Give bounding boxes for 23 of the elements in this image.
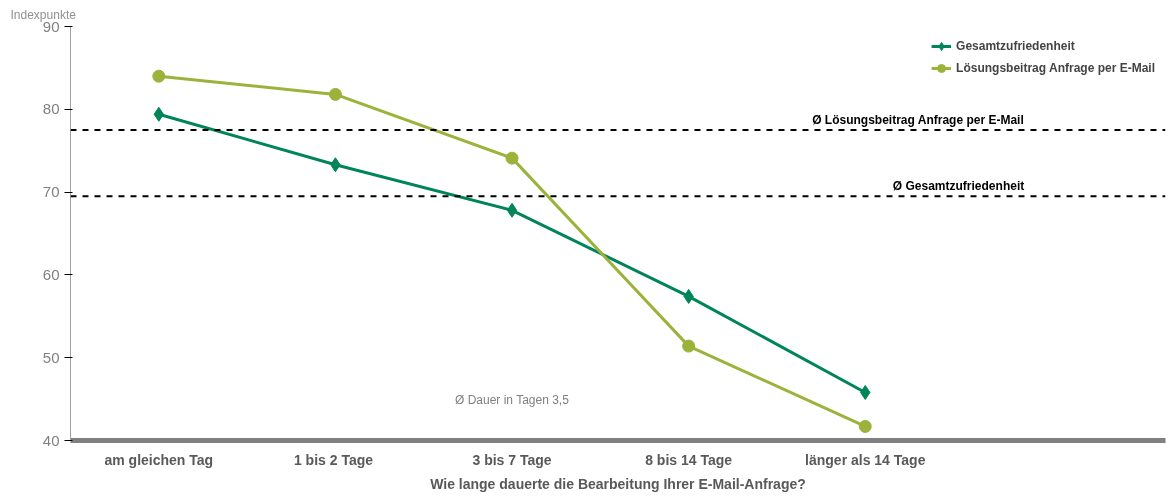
point (682, 339, 696, 353)
x-axis-title: Wie lange dauerte die Bearbeitung Ihrer E-Mail-Anfrage? (430, 475, 806, 492)
point (858, 419, 872, 433)
y-axis-title: Indexpunkte (10, 7, 77, 22)
y-tick-label: 80 (42, 100, 60, 118)
x-tick-label: länger als 14 Tage (805, 451, 926, 468)
x-tick-label: 8 bis 14 Tage (645, 451, 733, 468)
point (152, 69, 166, 83)
legend-label: Gesamtzufriedenheit (956, 39, 1075, 53)
point (328, 87, 342, 101)
y-tick-label: 40 (42, 431, 60, 449)
point (505, 151, 519, 165)
annotation: Ø Dauer in Tagen 3,5 (455, 393, 570, 408)
x-tick-label: 1 bis 2 Tage (293, 451, 374, 468)
ref-line-label: Ø Lösungsbeitrag Anfrage per E-Mail (812, 113, 1024, 127)
y-tick-label: 60 (42, 265, 60, 283)
x-tick-label: 3 bis 7 Tage (472, 451, 552, 468)
y-tick-label: 50 (42, 348, 60, 366)
point (506, 202, 518, 218)
x-tick-label: am gleichen Tag (104, 451, 214, 468)
y-tick-label: 70 (42, 183, 60, 201)
ref-line-label: Ø Gesamtzufriedenheit (892, 179, 1025, 194)
legend-label: Lösungsbeitrag Anfrage per E-Mail (956, 61, 1155, 75)
